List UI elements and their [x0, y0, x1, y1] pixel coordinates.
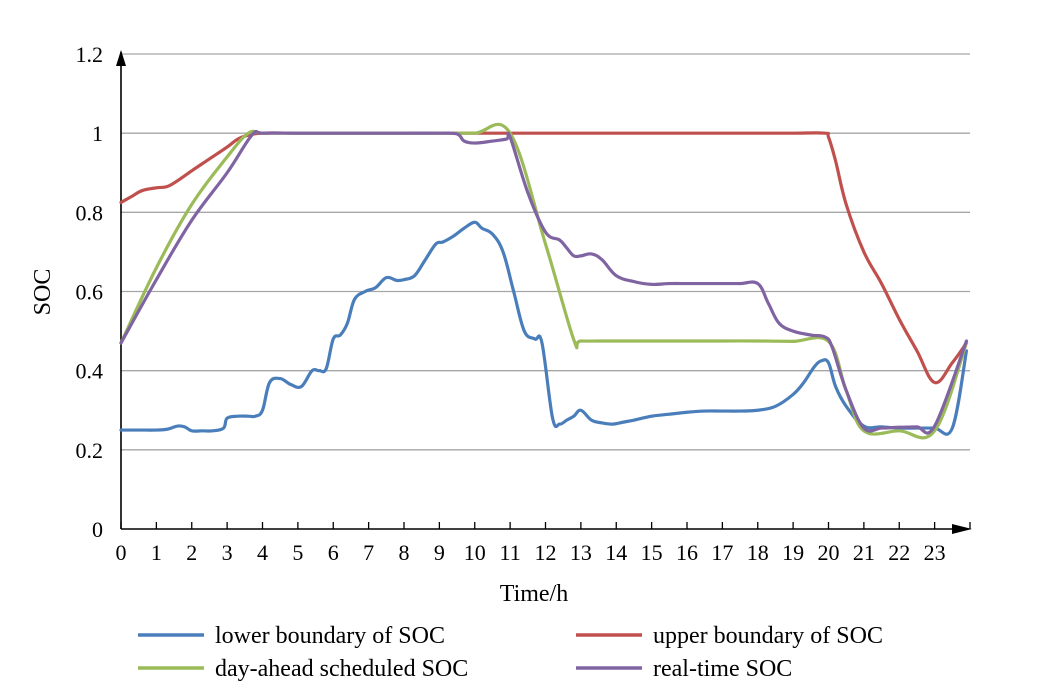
x-tick-label: 12 — [535, 540, 557, 565]
x-tick-label: 15 — [641, 540, 663, 565]
x-tick-label: 7 — [363, 540, 374, 565]
y-tick-label: 1 — [92, 121, 103, 146]
x-tick-label: 14 — [605, 540, 627, 565]
x-tick-label: 9 — [434, 540, 445, 565]
x-tick-label: 20 — [818, 540, 840, 565]
x-tick-label: 6 — [328, 540, 339, 565]
y-tick-label: 0.6 — [76, 280, 104, 305]
x-tick-label: 19 — [782, 540, 804, 565]
y-tick-label: 0.2 — [76, 438, 104, 463]
x-tick-label: 3 — [222, 540, 233, 565]
y-axis-arrow — [116, 50, 126, 66]
y-tick-label: 0.8 — [76, 200, 104, 225]
x-tick-label: 0 — [116, 540, 127, 565]
x-tick-label: 1 — [151, 540, 162, 565]
x-tick-label: 21 — [853, 540, 875, 565]
x-axis-title: Time/h — [500, 581, 568, 607]
x-tick-label: 5 — [292, 540, 303, 565]
x-tick-label: 11 — [500, 540, 521, 565]
x-tick-label: 18 — [747, 540, 769, 565]
series-line-real-time-soc — [119, 129, 969, 435]
y-tick-label: 0.4 — [76, 359, 104, 384]
x-tick-label: 22 — [888, 540, 910, 565]
x-tick-labels: 0 1 2 3 4 5 6 7 8 9 10 11 12 13 14 15 16 17 18 19 20 21 22 23 — [116, 540, 946, 565]
series-line-lower-boundary-of-soc — [119, 220, 969, 436]
series-line-upper-boundary-of-soc — [119, 131, 969, 385]
series-lines — [119, 122, 969, 440]
grid-lines — [121, 53, 970, 451]
y-axis-title: SOC — [30, 269, 56, 316]
y-tick-labels: 0 0.2 0.4 0.6 0.8 1 1.2 — [76, 42, 104, 542]
x-tick-label: 2 — [186, 540, 197, 565]
legend-label-upper-boundary-of-soc: upper boundary of SOC — [653, 623, 883, 649]
axes — [116, 50, 972, 534]
x-tick-label: 10 — [464, 540, 486, 565]
legend-label-day-ahead-scheduled-soc: day-ahead scheduled SOC — [215, 656, 468, 682]
legend: lower boundary of SOC upper boundary of S… — [138, 623, 883, 682]
x-tick-label: 8 — [399, 540, 410, 565]
x-tick-label: 23 — [924, 540, 946, 565]
x-tick-label: 13 — [570, 540, 592, 565]
x-axis-arrow — [952, 524, 972, 534]
x-tick-label: 4 — [257, 540, 268, 565]
y-tick-label: 1.2 — [76, 42, 104, 67]
x-tick-label: 17 — [711, 540, 733, 565]
y-tick-label: 0 — [92, 517, 103, 542]
x-tick-label: 16 — [676, 540, 698, 565]
legend-label-real-time-soc: real-time SOC — [653, 656, 792, 682]
legend-label-lower-boundary-of-soc: lower boundary of SOC — [215, 623, 445, 649]
